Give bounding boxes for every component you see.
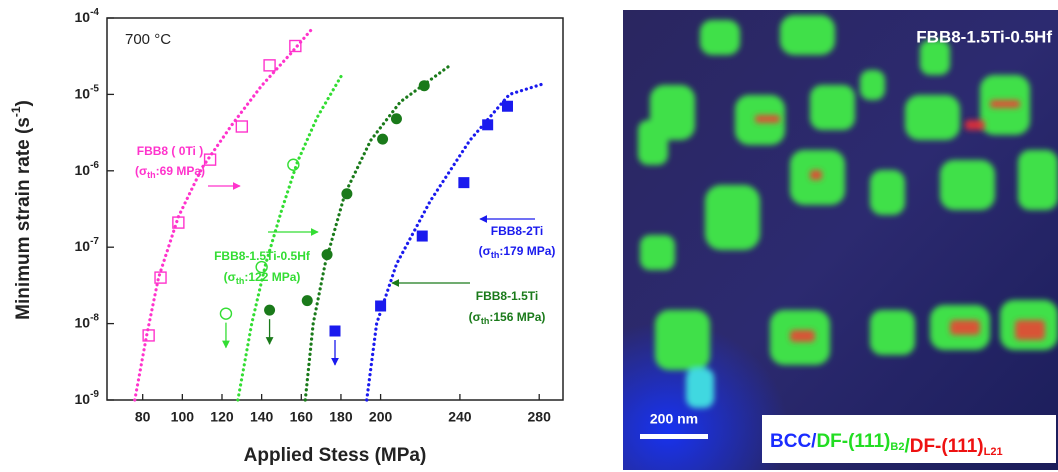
marker bbox=[458, 177, 470, 189]
series-label: FBB8-1.5Ti bbox=[476, 289, 538, 303]
y-tick-exp: -7 bbox=[90, 236, 99, 247]
marker bbox=[219, 307, 233, 320]
marker bbox=[264, 304, 276, 316]
micrograph-title: FBB8-1.5Ti-0.5Hf bbox=[916, 27, 1052, 46]
y-tick-base: 10 bbox=[75, 391, 91, 407]
x-tick-label: 140 bbox=[250, 409, 274, 425]
y-tick-exp: -8 bbox=[90, 312, 99, 323]
fit-line bbox=[365, 81, 547, 402]
marker bbox=[301, 295, 313, 307]
threshold-post: :122 MPa) bbox=[244, 270, 300, 284]
y-axis-label: Minimum strain rate (s-1) bbox=[9, 100, 34, 320]
y-tick-exp: -9 bbox=[90, 389, 99, 400]
threshold-label: (σth:156 MPa) bbox=[469, 310, 546, 326]
legend-part: / bbox=[811, 431, 817, 452]
marker bbox=[255, 260, 268, 274]
series-label: FBB8-2Ti bbox=[491, 224, 543, 238]
threshold-label: (σth:69 MPa) bbox=[135, 164, 205, 180]
x-tick-label: 160 bbox=[290, 409, 314, 425]
threshold-sub: th bbox=[236, 276, 245, 286]
marker bbox=[416, 230, 428, 242]
marker bbox=[154, 271, 167, 284]
threshold-sub: th bbox=[491, 250, 500, 260]
y-axis-label-close: ) bbox=[13, 100, 34, 106]
marker bbox=[377, 133, 389, 145]
legend-part: DF-(111) bbox=[910, 436, 984, 457]
marker bbox=[287, 158, 300, 171]
fit-line bbox=[303, 62, 454, 402]
scale-bar-label: 200 nm bbox=[650, 411, 698, 427]
y-tick-label: 10-4 bbox=[75, 7, 100, 25]
legend-part: DF-(111) bbox=[816, 431, 890, 452]
threshold-pre: (σ bbox=[479, 244, 491, 258]
y-tick-label: 10-8 bbox=[75, 312, 100, 330]
y-tick-exp: -6 bbox=[90, 159, 99, 170]
marker bbox=[375, 300, 387, 312]
y-axis-label-sup: -1 bbox=[9, 106, 23, 117]
y-tick-label: 10-5 bbox=[75, 83, 100, 101]
threshold-post: :179 MPa) bbox=[499, 244, 555, 258]
threshold-post: :69 MPa) bbox=[156, 164, 205, 178]
annotation: 700 °C bbox=[125, 31, 171, 48]
threshold-pre: (σ bbox=[469, 310, 481, 324]
marker bbox=[263, 59, 276, 72]
y-tick-base: 10 bbox=[75, 314, 91, 330]
legend-box bbox=[762, 415, 1056, 463]
marker bbox=[390, 113, 402, 125]
y-tick-base: 10 bbox=[75, 238, 91, 254]
marker bbox=[329, 325, 341, 337]
marker bbox=[341, 188, 353, 200]
marker bbox=[501, 100, 513, 112]
x-tick-label: 180 bbox=[329, 409, 353, 425]
fit-line bbox=[236, 71, 345, 402]
y-tick-base: 10 bbox=[75, 162, 91, 178]
marker bbox=[235, 120, 249, 133]
y-tick-exp: -4 bbox=[90, 7, 99, 18]
threshold-sub: th bbox=[481, 316, 490, 326]
marker bbox=[482, 119, 494, 131]
threshold-pre: (σ bbox=[224, 270, 236, 284]
legend-part: BCC bbox=[770, 431, 811, 452]
x-tick-label: 240 bbox=[448, 409, 472, 425]
marker bbox=[203, 153, 217, 166]
threshold-sub: th bbox=[147, 170, 156, 180]
x-tick-label: 200 bbox=[369, 409, 393, 425]
y-axis-label-text: Minimum strain rate (s bbox=[13, 117, 34, 320]
chart: 700 °C Applied Stess (MPa) Minimum strai… bbox=[9, 7, 564, 466]
series-label: FBB8-1.5Ti-0.5Hf bbox=[214, 249, 311, 263]
micrograph-image bbox=[623, 10, 1058, 470]
threshold-pre: (σ bbox=[135, 164, 147, 178]
legend-part: / bbox=[904, 436, 910, 457]
marker bbox=[418, 80, 430, 92]
y-tick-label: 10-6 bbox=[75, 159, 100, 177]
y-tick-label: 10-7 bbox=[75, 236, 100, 254]
micrograph-legend: BCC/DF-(111)B2/DF-(111)L21 bbox=[770, 431, 1003, 458]
x-tick-label: 280 bbox=[528, 409, 552, 425]
x-tick-label: 80 bbox=[135, 409, 151, 425]
legend-sub: L21 bbox=[984, 446, 1003, 458]
plot-frame bbox=[106, 17, 564, 401]
x-tick-label: 100 bbox=[171, 409, 195, 425]
x-tick-label: 120 bbox=[210, 409, 234, 425]
threshold-label: (σth:122 MPa) bbox=[224, 270, 301, 286]
marker bbox=[142, 329, 155, 342]
marker bbox=[172, 216, 185, 229]
threshold-post: :156 MPa) bbox=[489, 310, 545, 324]
x-axis-label: Applied Stess (MPa) bbox=[244, 445, 427, 466]
legend-sub: B2 bbox=[890, 441, 904, 453]
marker bbox=[321, 249, 333, 261]
marker bbox=[289, 39, 302, 53]
threshold-label: (σth:179 MPa) bbox=[479, 244, 556, 260]
y-tick-label: 10-9 bbox=[75, 389, 100, 407]
fit-line bbox=[133, 28, 313, 402]
y-tick-base: 10 bbox=[75, 9, 91, 25]
y-tick-base: 10 bbox=[75, 85, 91, 101]
series-label: FBB8 ( 0Ti ) bbox=[137, 144, 203, 158]
y-tick-exp: -5 bbox=[90, 83, 99, 94]
scale-bar bbox=[640, 434, 708, 439]
